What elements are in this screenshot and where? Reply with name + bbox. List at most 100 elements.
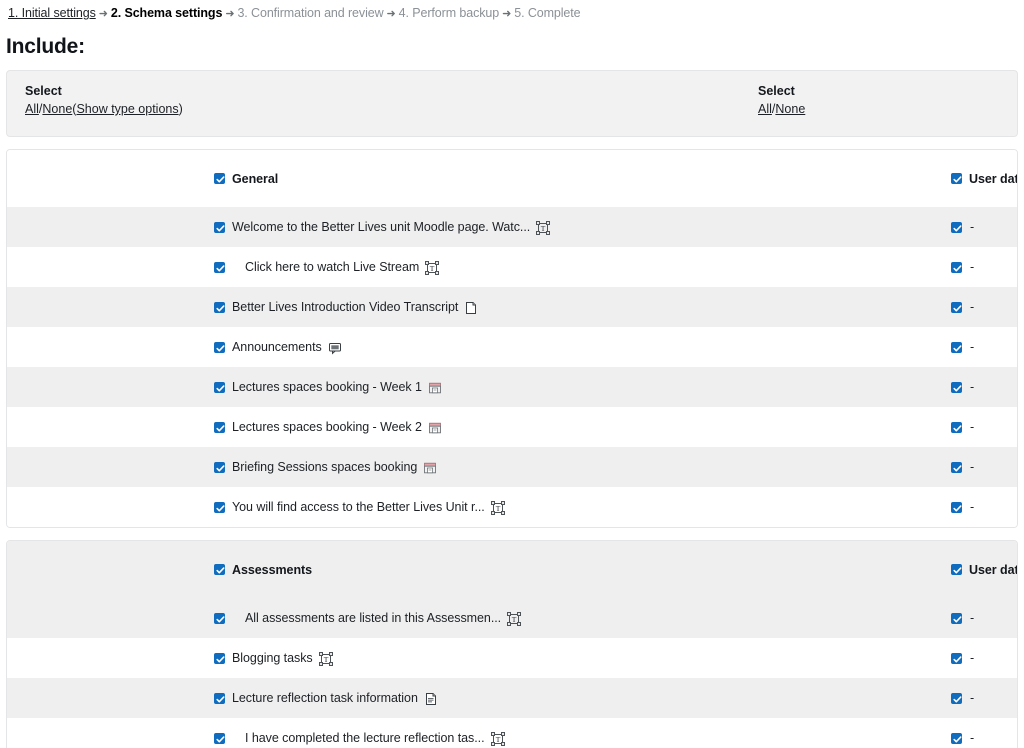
svg-text:T: T bbox=[430, 264, 435, 273]
select-all-card: Select All/None(Show type options) Selec… bbox=[6, 70, 1018, 137]
activity-user-data-cell: - bbox=[951, 690, 974, 706]
label-text-icon: T bbox=[536, 221, 551, 235]
label-text-icon: T bbox=[507, 612, 522, 626]
activity-user-data-checkbox[interactable] bbox=[951, 461, 962, 473]
user-data-value: - bbox=[970, 380, 975, 394]
activity-row: You will find access to the Better Lives… bbox=[7, 487, 1017, 527]
activity-checkbox[interactable] bbox=[214, 692, 225, 704]
activity-checkbox[interactable] bbox=[214, 421, 225, 433]
activity-row: Briefing Sessions spaces booking - bbox=[7, 447, 1017, 487]
svg-text:T: T bbox=[512, 615, 517, 624]
user-data-value: - bbox=[970, 460, 975, 474]
activity-user-data-checkbox[interactable] bbox=[951, 612, 962, 624]
section-checkbox[interactable] bbox=[214, 564, 225, 575]
breadcrumb-step-1[interactable]: 1. Initial settings bbox=[8, 6, 96, 20]
scheduler-booking-icon bbox=[423, 461, 437, 475]
breadcrumb-separator: ➜ bbox=[502, 8, 512, 20]
select-all-link-activities[interactable]: All bbox=[25, 102, 39, 116]
activity-checkbox[interactable] bbox=[214, 301, 225, 313]
resource-file-icon bbox=[464, 301, 478, 315]
activity-name-cell: Lectures spaces booking - Week 2 bbox=[214, 419, 442, 435]
activity-label: Click here to watch Live Stream bbox=[245, 260, 420, 274]
activity-checkbox[interactable] bbox=[214, 612, 225, 624]
select-label-activities: Select bbox=[25, 84, 62, 98]
activity-user-data-checkbox[interactable] bbox=[951, 381, 962, 393]
activity-user-data-checkbox[interactable] bbox=[951, 692, 962, 704]
breadcrumb-separator: ➜ bbox=[225, 8, 235, 20]
user-data-label: User data bbox=[969, 562, 1017, 577]
page-icon bbox=[424, 692, 438, 706]
activity-checkbox[interactable] bbox=[214, 501, 225, 513]
label-text-icon: T bbox=[425, 261, 440, 275]
activity-user-data-cell: - bbox=[951, 339, 974, 355]
activity-checkbox[interactable] bbox=[214, 381, 225, 393]
activity-user-data-checkbox[interactable] bbox=[951, 732, 962, 744]
activity-name-cell: Announcements bbox=[214, 339, 342, 355]
section-user-data-checkbox[interactable] bbox=[951, 173, 962, 184]
activity-name-cell: Blogging tasks T bbox=[214, 650, 333, 666]
activity-user-data-checkbox[interactable] bbox=[951, 501, 962, 513]
activity-checkbox[interactable] bbox=[214, 652, 225, 664]
select-block-activities: Select All/None(Show type options) bbox=[25, 83, 183, 118]
breadcrumb-step-5: 5. Complete bbox=[514, 6, 581, 20]
activity-row: All assessments are listed in this Asses… bbox=[7, 598, 1017, 638]
user-data-value: - bbox=[970, 220, 975, 234]
activity-user-data-checkbox[interactable] bbox=[951, 301, 962, 313]
activity-user-data-checkbox[interactable] bbox=[951, 421, 962, 433]
activity-user-data-cell: - bbox=[951, 219, 974, 235]
activity-row: Blogging tasks T - bbox=[7, 638, 1017, 678]
section-header-row: General User data bbox=[7, 150, 1017, 207]
activity-name-cell: Welcome to the Better Lives unit Moodle … bbox=[214, 219, 551, 235]
activity-user-data-cell: - bbox=[951, 459, 974, 475]
activity-label: All assessments are listed in this Asses… bbox=[245, 611, 502, 625]
activity-user-data-checkbox[interactable] bbox=[951, 652, 962, 664]
activity-name-cell: I have completed the lecture reflection … bbox=[214, 730, 505, 746]
activity-checkbox[interactable] bbox=[214, 261, 225, 273]
activity-user-data-checkbox[interactable] bbox=[951, 221, 962, 233]
activity-label: Better Lives Introduction Video Transcri… bbox=[232, 300, 459, 314]
select-all-link-user-data[interactable]: All bbox=[758, 102, 772, 116]
activity-checkbox[interactable] bbox=[214, 221, 225, 233]
backup-sections-list: General User data Welcome to the Better Li… bbox=[0, 149, 1024, 748]
scheduler-booking-icon bbox=[428, 381, 442, 395]
close-paren-activities: ) bbox=[178, 102, 183, 116]
section-checkbox[interactable] bbox=[214, 173, 225, 184]
user-data-value: - bbox=[970, 500, 975, 514]
activity-row: Better Lives Introduction Video Transcri… bbox=[7, 287, 1017, 327]
select-separator-user-data: / bbox=[771, 102, 776, 116]
activity-checkbox[interactable] bbox=[214, 732, 225, 744]
activity-user-data-cell: - bbox=[951, 419, 974, 435]
activity-row: Announcements - bbox=[7, 327, 1017, 367]
activity-label: Lectures spaces booking - Week 2 bbox=[232, 420, 422, 434]
activity-name-cell: All assessments are listed in this Asses… bbox=[214, 610, 522, 626]
breadcrumb-step-4: 4. Perform backup bbox=[398, 6, 500, 20]
user-data-value: - bbox=[970, 651, 975, 665]
section-title: General bbox=[232, 171, 279, 186]
activity-label: Welcome to the Better Lives unit Moodle … bbox=[232, 220, 531, 234]
select-none-link-user-data[interactable]: None bbox=[775, 102, 806, 116]
activity-user-data-cell: - bbox=[951, 299, 974, 315]
activity-user-data-cell: - bbox=[951, 379, 974, 395]
activity-row: I have completed the lecture reflection … bbox=[7, 718, 1017, 748]
user-data-value: - bbox=[970, 260, 975, 274]
section-user-data-checkbox[interactable] bbox=[951, 564, 962, 575]
activity-row: Lectures spaces booking - Week 2 - bbox=[7, 407, 1017, 447]
backup-section-card: General User data Welcome to the Better Li… bbox=[6, 149, 1018, 528]
select-none-link-activities[interactable]: None bbox=[42, 102, 73, 116]
section-header-name-cell: General bbox=[214, 171, 278, 187]
activity-label: Lectures spaces booking - Week 1 bbox=[232, 380, 422, 394]
activity-name-cell: Lectures spaces booking - Week 1 bbox=[214, 379, 442, 395]
activity-checkbox[interactable] bbox=[214, 341, 225, 353]
activity-name-cell: Lecture reflection task information bbox=[214, 690, 438, 706]
open-paren-activities: ( bbox=[72, 102, 77, 116]
activity-user-data-checkbox[interactable] bbox=[951, 261, 962, 273]
user-data-value: - bbox=[970, 300, 975, 314]
show-type-options-link[interactable]: Show type options bbox=[76, 102, 179, 116]
svg-text:T: T bbox=[495, 504, 500, 513]
activity-user-data-checkbox[interactable] bbox=[951, 341, 962, 353]
activity-checkbox[interactable] bbox=[214, 461, 225, 473]
activity-row: Welcome to the Better Lives unit Moodle … bbox=[7, 207, 1017, 247]
svg-text:T: T bbox=[495, 735, 500, 744]
section-header-user-data-cell: User data bbox=[951, 562, 1017, 578]
breadcrumb-step-2: 2. Schema settings bbox=[110, 6, 223, 20]
